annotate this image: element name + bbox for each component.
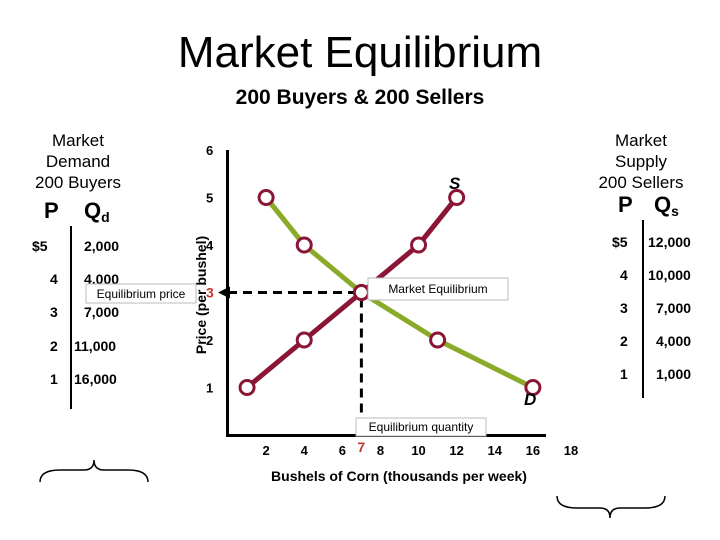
supply-heading-line: Supply [615, 152, 667, 171]
supply-col-q-sub: s [671, 203, 679, 219]
x-tick-label: 8 [377, 443, 384, 458]
x-tick-label: 10 [411, 443, 425, 458]
table-cell-p: 4 [620, 267, 628, 283]
left-brace-decoration [39, 459, 149, 483]
demand-table-divider [70, 226, 72, 409]
page-title: Market Equilibrium [177, 28, 543, 77]
table-cell-p: 2 [620, 333, 628, 349]
x-axis-label: Bushels of Corn (thousands per week) [271, 468, 527, 484]
supply-heading-line: 200 Sellers [598, 173, 684, 192]
table-cell-p: 3 [50, 304, 58, 320]
table-cell-p: 1 [50, 371, 58, 387]
supply-table-heading: Market Supply 200 Sellers [586, 130, 696, 193]
market-equilibrium-label: Market Equilibrium [388, 282, 487, 296]
y-axis-label: Price (per bushel) [193, 236, 209, 354]
x-tick-label: 4 [301, 443, 309, 458]
table-cell-q: 7,000 [656, 300, 692, 316]
supply-col-p: P [618, 192, 633, 217]
demand-col-q-label: Q [84, 198, 102, 223]
demand-col-q-sub: d [101, 209, 110, 225]
data-point-s [295, 331, 313, 349]
data-point-s [238, 379, 256, 396]
equilibrium-price-value: 3 [206, 285, 214, 301]
data-point-s [448, 189, 466, 206]
x-tick-label: 18 [564, 443, 578, 458]
demand-heading-line: 200 Buyers [35, 173, 121, 192]
equilibrium-quantity-label: Equilibrium quantity [369, 420, 474, 434]
data-point-s [410, 236, 428, 254]
table-cell-q: 10,000 [648, 267, 691, 283]
supply-curve-label: S [449, 174, 461, 193]
supply-col-q: Qs [654, 192, 679, 219]
table-cell-p: 4 [50, 271, 58, 287]
table-cell-q: 12,000 [648, 234, 691, 250]
x-tick-label: 6 [339, 443, 346, 458]
data-point-d [524, 379, 542, 396]
data-point-d [257, 189, 275, 206]
supply-table-divider [642, 220, 644, 398]
data-point-d [352, 284, 370, 301]
equilibrium-price-box [85, 283, 197, 304]
table-cell-p: 2 [50, 338, 58, 354]
y-tick-labels: 1 2 4 5 6 [206, 143, 214, 396]
equilibrium-price-label: Equilibrium price [97, 287, 186, 301]
demand-table-heading: Market Demand 200 Buyers [22, 130, 134, 193]
equilibrium-quantity-box [355, 417, 487, 437]
table-cell-p: $5 [612, 234, 628, 250]
demand-col-q: Qd [84, 198, 110, 225]
page-subtitle: 200 Buyers & 200 Sellers [235, 86, 485, 109]
equilibrium-price-arrowhead [218, 286, 230, 299]
table-cell-q: 11,000 [74, 338, 117, 354]
data-point-d [429, 331, 447, 349]
y-tick-label: 6 [206, 143, 213, 158]
table-cell-q: 4,000 [656, 333, 692, 349]
table-cell-p: 1 [620, 366, 628, 382]
supply-col-q-label: Q [654, 192, 672, 217]
table-cell-q: 16,000 [74, 371, 117, 387]
x-tick-labels: 2 4 6 8 10 12 14 16 18 [262, 443, 578, 458]
right-brace-decoration [556, 495, 666, 519]
series-layer [238, 189, 542, 396]
x-tick-label: 2 [262, 443, 269, 458]
market-equilibrium-box [367, 277, 509, 301]
table-cell-q: 7,000 [84, 304, 120, 320]
y-tick-label: 2 [206, 333, 213, 348]
table-cell-p: 3 [620, 300, 628, 316]
table-cell-q: 2,000 [84, 238, 120, 254]
table-cell-p: $5 [32, 238, 48, 254]
x-tick-label: 14 [488, 443, 503, 458]
supply-heading-line: Market [615, 131, 667, 150]
demand-heading-line: Market [52, 131, 104, 150]
x-tick-label: 12 [449, 443, 463, 458]
data-point-d [295, 236, 313, 254]
table-cell-q: 4,000 [84, 271, 120, 287]
demand-col-p: P [44, 198, 59, 223]
equilibrium-quantity-value: 7 [357, 439, 365, 455]
y-tick-label: 4 [206, 238, 214, 253]
y-tick-label: 1 [206, 381, 213, 396]
equilibrium-guides [218, 286, 363, 432]
demand-curve-label: D [524, 390, 536, 409]
y-tick-label: 5 [206, 191, 213, 206]
x-tick-label: 16 [526, 443, 540, 458]
table-cell-q: 1,000 [656, 366, 692, 382]
demand-heading-line: Demand [45, 152, 111, 171]
